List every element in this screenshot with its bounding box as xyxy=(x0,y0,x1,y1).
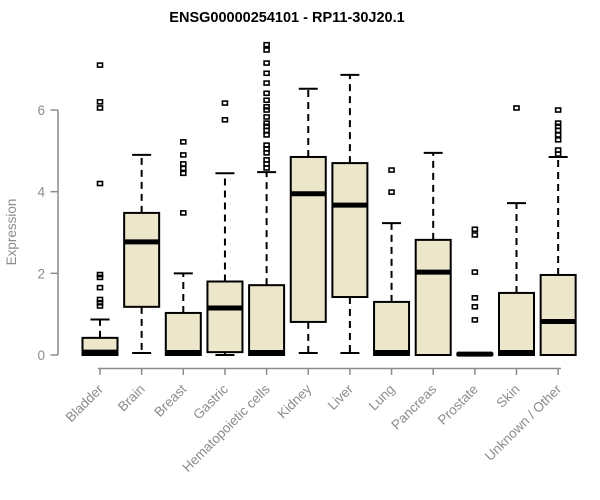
outlier-point xyxy=(471,304,479,310)
outlier-point xyxy=(96,296,104,303)
outlier-point xyxy=(263,90,270,97)
x-tick-label: Gastric xyxy=(190,381,231,422)
outlier-point xyxy=(180,152,187,158)
y-tick-label: 0 xyxy=(37,348,45,363)
x-tick-label: Liver xyxy=(325,381,357,413)
outlier-point xyxy=(471,232,479,238)
box-lung xyxy=(373,167,411,356)
y-tick-label: 2 xyxy=(37,266,45,281)
outlier-point xyxy=(471,226,479,233)
box-liver xyxy=(331,73,369,354)
outlier-point xyxy=(263,132,270,138)
iqr-box xyxy=(206,280,244,354)
iqr-box xyxy=(248,284,286,356)
iqr-box xyxy=(539,273,577,357)
outlier-point xyxy=(263,47,270,53)
outlier-point xyxy=(180,161,187,167)
x-tick-label: Brain xyxy=(115,382,148,415)
box-skin xyxy=(498,105,535,356)
iqr-box xyxy=(289,155,327,323)
outlier-point xyxy=(263,97,270,104)
x-tick-label: Unknown / Other xyxy=(482,381,565,464)
box-prostate xyxy=(456,226,494,357)
box-kidney xyxy=(289,87,327,354)
outlier-point xyxy=(96,271,104,278)
outlier-point xyxy=(554,137,562,143)
y-tick-label: 6 xyxy=(37,103,45,118)
outlier-point xyxy=(180,210,187,216)
box-bladder xyxy=(81,62,119,357)
outlier-point xyxy=(554,147,562,153)
outlier-point xyxy=(471,317,479,323)
outlier-point xyxy=(263,80,270,86)
x-tick-label: Skin xyxy=(493,382,522,411)
outlier-point xyxy=(221,117,229,123)
outlier-point xyxy=(221,100,229,106)
x-tick-label: Kidney xyxy=(275,381,315,421)
iqr-box xyxy=(331,162,369,299)
outlier-point xyxy=(263,120,270,126)
outlier-point xyxy=(554,107,562,113)
outlier-point xyxy=(388,167,395,173)
outlier-point xyxy=(554,132,562,138)
outlier-point xyxy=(180,139,187,145)
outlier-point xyxy=(96,180,104,187)
outlier-point xyxy=(471,269,479,275)
x-tick-label: Prostate xyxy=(435,382,481,428)
outlier-point xyxy=(263,70,270,77)
outlier-point xyxy=(388,189,395,195)
box-pancreas xyxy=(414,151,452,357)
outlier-point xyxy=(96,99,104,105)
iqr-box xyxy=(498,291,535,356)
outlier-point xyxy=(96,274,104,281)
x-tick-label: Lung xyxy=(366,382,398,414)
iqr-box xyxy=(164,311,202,356)
outlier-point xyxy=(180,165,187,172)
x-tick-label: Bladder xyxy=(63,381,107,425)
outlier-point xyxy=(263,114,270,120)
y-tick-label: 4 xyxy=(37,185,45,200)
outlier-point xyxy=(263,60,270,66)
chart-title: ENSG00000254101 - RP11-30J20.1 xyxy=(169,10,404,26)
x-tick-label: Breast xyxy=(151,381,189,419)
outlier-point xyxy=(96,105,104,111)
outlier-point xyxy=(513,105,520,111)
outlier-point xyxy=(96,284,104,291)
y-axis-label: Expression xyxy=(4,199,19,266)
outlier-point xyxy=(263,103,270,110)
iqr-box xyxy=(123,211,161,308)
iqr-box xyxy=(373,300,411,356)
box-hematopoietic-cells xyxy=(248,41,286,356)
box-unknown-other xyxy=(539,107,577,357)
outlier-point xyxy=(263,142,270,148)
box-breast xyxy=(164,139,202,356)
box-gastric xyxy=(206,100,244,356)
outlier-point xyxy=(96,62,104,68)
outlier-point xyxy=(263,157,270,163)
outlier-point xyxy=(471,295,479,301)
outlier-point xyxy=(554,120,562,126)
outlier-point xyxy=(263,41,270,48)
outlier-point xyxy=(180,170,187,177)
x-tick-label: Pancreas xyxy=(388,381,439,432)
box-brain xyxy=(123,153,161,354)
iqr-box xyxy=(414,238,452,357)
